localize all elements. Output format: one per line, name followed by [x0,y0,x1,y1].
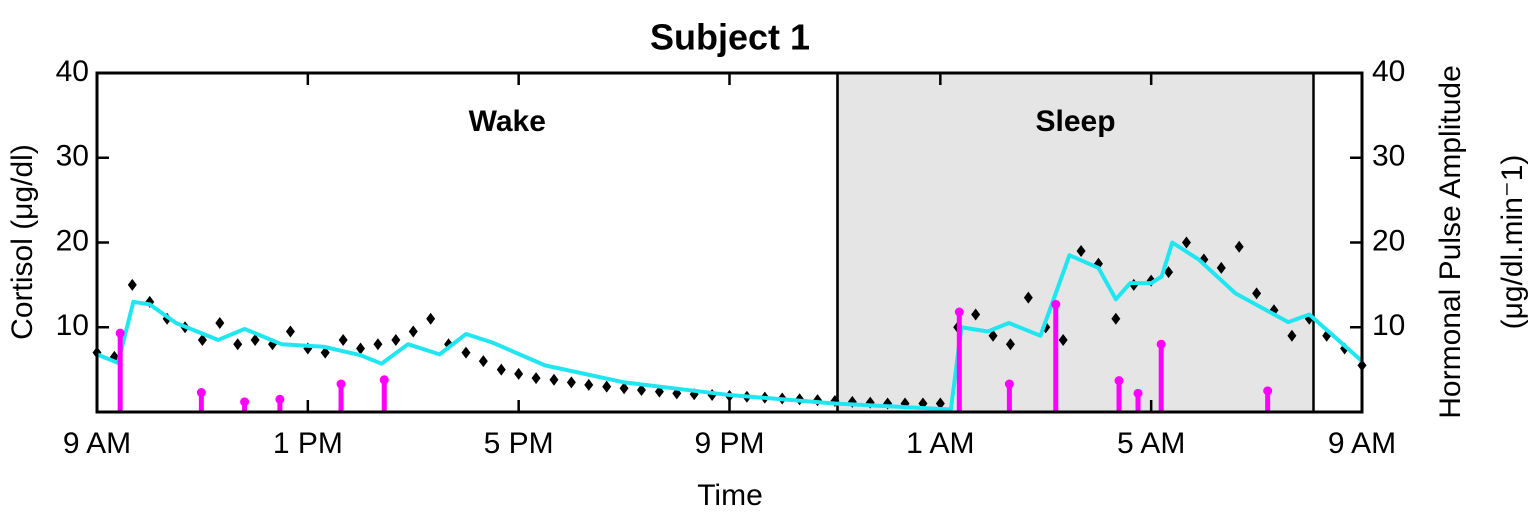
y2-tick-label: 10 [1372,309,1405,342]
data-point [988,329,998,342]
fit-line [96,240,1364,412]
y-tick-label: 20 [56,224,89,257]
pulse-head [1114,376,1124,386]
data-point [1216,261,1226,274]
pulse-head [115,328,125,338]
data-point [250,333,260,346]
data-point [619,382,629,395]
x-tick-label: 1 AM [906,427,974,460]
pulse-head [954,307,964,317]
data-point [971,308,981,321]
data-point [1164,266,1174,279]
region [837,73,1314,412]
x-axis-label: Time [697,479,763,512]
data-point [197,333,207,346]
data-point [1005,338,1015,351]
data-point [1076,244,1086,257]
y2-tick-label: 40 [1372,55,1405,88]
data-point [408,325,418,338]
pulse-head [1263,386,1273,396]
pulse-head [196,388,206,398]
data-point [461,346,471,359]
pulse-head [1156,339,1166,349]
x-tick-label: 9 PM [694,427,764,460]
data-point [514,367,524,380]
x-tick-label: 9 AM [1328,427,1396,460]
data-point [1023,291,1033,304]
y2-tick-label: 20 [1372,224,1405,257]
data-point [531,372,541,385]
data-point [1287,329,1297,342]
pulse-head [1051,299,1061,309]
region-label: Wake [469,105,546,138]
pulse-head [275,394,285,404]
chart-title: Subject 1 [650,17,810,58]
pulse-head [379,375,389,385]
x-tick-label: 5 AM [1117,427,1185,460]
pulse-head [1133,388,1143,398]
data-point [1111,312,1121,325]
data-point [1058,333,1068,346]
pulse-head [336,379,346,389]
y2-tick-label: 30 [1372,140,1405,173]
data-point [426,312,436,325]
data-point [478,355,488,368]
data-point [356,342,366,355]
plot-frame [95,71,1364,414]
data-point [496,363,506,376]
y-tick-label: 40 [56,55,89,88]
data-point [566,376,576,389]
x-tick-label: 5 PM [484,427,554,460]
data-point [602,380,612,393]
y-tick-label: 10 [56,309,89,342]
data-point [127,278,137,291]
data-point [584,378,594,391]
data-point [935,397,945,410]
data-point [1252,287,1262,300]
data-point [636,383,646,396]
x-tick-label: 9 AM [63,427,131,460]
region [97,73,838,412]
data-point [285,325,295,338]
region-label: Sleep [1036,105,1116,138]
data-point [215,317,225,330]
data-point [1181,236,1191,249]
y2-axis-label: Hormonal Pulse Amplitude [1434,65,1467,419]
y-axis-label: Cortisol (μg/dl) [6,144,39,340]
data-point [373,338,383,351]
x-tick-label: 1 PM [273,427,343,460]
pulse-head [240,397,250,407]
data-point [338,333,348,346]
data-point [1234,240,1244,253]
data-point [391,333,401,346]
data-point [549,373,559,386]
data-point [320,346,330,359]
pulse-head [1004,379,1014,389]
data-point [233,338,243,351]
y2-axis-label: (μg/dl.min⁻1) [1496,155,1529,330]
y-tick-label: 30 [56,140,89,173]
